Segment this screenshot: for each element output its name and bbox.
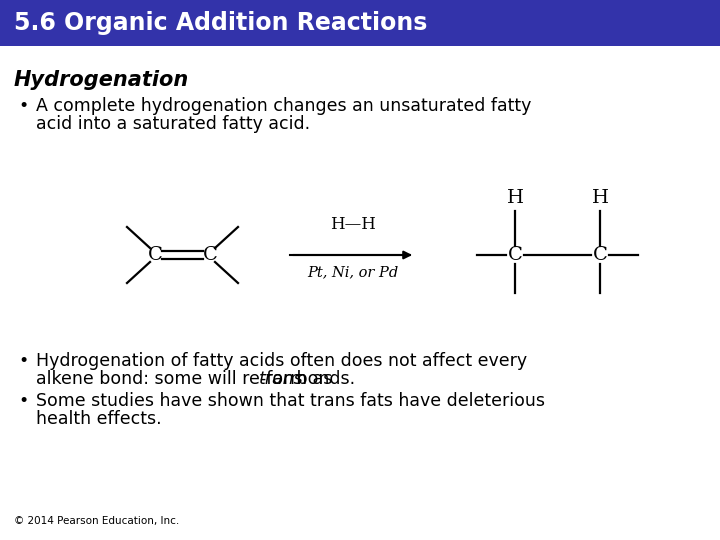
Text: C: C (202, 246, 217, 264)
Text: A complete hydrogenation changes an unsaturated fatty: A complete hydrogenation changes an unsa… (36, 97, 531, 115)
Text: H: H (506, 189, 523, 207)
Text: H: H (592, 189, 608, 207)
Text: Some studies have shown that trans fats have deleterious: Some studies have shown that trans fats … (36, 392, 545, 410)
Text: C: C (593, 246, 608, 264)
Text: © 2014 Pearson Education, Inc.: © 2014 Pearson Education, Inc. (14, 516, 179, 526)
Text: Hydrogenation: Hydrogenation (14, 70, 189, 90)
Text: trans: trans (258, 370, 303, 388)
Text: bonds.: bonds. (292, 370, 356, 388)
Bar (0, 0, 720, 46)
Text: •: • (18, 97, 28, 115)
Text: health effects.: health effects. (36, 410, 161, 428)
Text: 5.6 Organic Addition Reactions: 5.6 Organic Addition Reactions (14, 11, 428, 35)
Text: Hydrogenation of fatty acids often does not affect every: Hydrogenation of fatty acids often does … (36, 352, 527, 370)
Text: •: • (18, 352, 28, 370)
Text: H—H: H—H (330, 216, 375, 233)
Text: C: C (148, 246, 163, 264)
Text: •: • (18, 392, 28, 410)
Text: Pt, Ni, or Pd: Pt, Ni, or Pd (307, 265, 398, 279)
Text: acid into a saturated fatty acid.: acid into a saturated fatty acid. (36, 115, 310, 133)
Text: alkene bond: some will re-form as: alkene bond: some will re-form as (36, 370, 338, 388)
Text: C: C (508, 246, 523, 264)
